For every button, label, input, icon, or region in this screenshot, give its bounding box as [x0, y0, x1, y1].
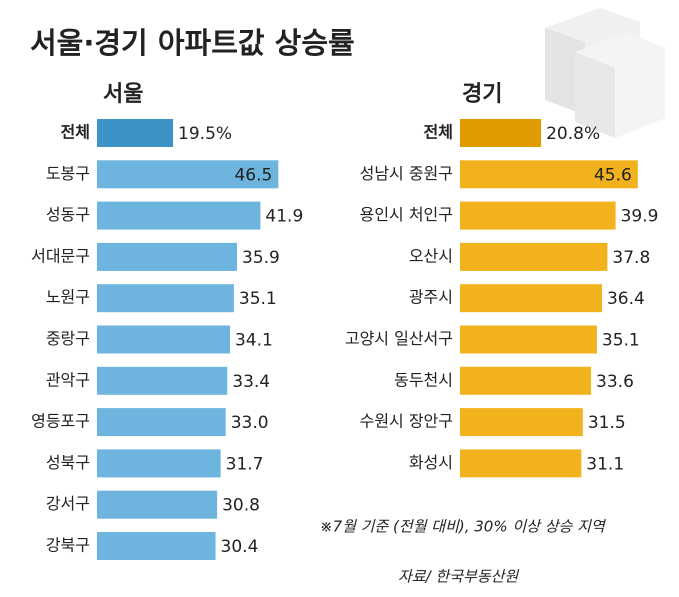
- bar: [97, 242, 238, 271]
- bar: [460, 449, 582, 478]
- value-label: 37.8: [612, 248, 650, 268]
- note: ※7월 기준 (전월 대비), 30% 이상 상승 지역: [320, 518, 607, 536]
- value-label: 30.4: [221, 537, 259, 557]
- category-label: 성북구: [46, 453, 90, 472]
- building-icon: [545, 8, 665, 138]
- value-label: 33.4: [232, 372, 270, 392]
- value-label: 20.8%: [546, 124, 600, 144]
- category-label: 서대문구: [31, 246, 90, 265]
- value-label: 30.8: [222, 496, 260, 516]
- bar: [97, 408, 226, 437]
- bar: [460, 366, 592, 395]
- bar: [97, 160, 279, 189]
- bar: [97, 325, 230, 354]
- value-label: 33.6: [596, 372, 634, 392]
- value-label: 46.5: [234, 165, 272, 185]
- value-label: 39.9: [621, 207, 659, 227]
- category-label: 광주시: [409, 288, 453, 307]
- bar: [460, 242, 608, 271]
- value-label: 35.1: [602, 331, 640, 351]
- category-label: 중랑구: [46, 329, 90, 348]
- bar: [97, 449, 221, 478]
- category-label: 고양시 일산서구: [345, 329, 453, 348]
- bar: [97, 119, 174, 147]
- category-label: 전체: [424, 123, 453, 142]
- category-label: 강서구: [46, 494, 90, 513]
- category-label: 강북구: [46, 536, 90, 555]
- bar: [460, 284, 602, 313]
- bar: [97, 201, 261, 230]
- value-label: 35.9: [242, 248, 280, 268]
- bar: [460, 201, 616, 230]
- value-label: 19.5%: [178, 124, 232, 144]
- category-label: 성남시 중원구: [360, 164, 453, 183]
- value-label: 34.1: [235, 331, 273, 351]
- value-label: 31.7: [226, 454, 264, 474]
- category-label: 노원구: [46, 288, 90, 307]
- series-title: 경기: [462, 82, 502, 107]
- value-label: 31.1: [586, 454, 624, 474]
- category-label: 화성시: [409, 453, 453, 472]
- bar: [97, 490, 218, 519]
- source: 자료/ 한국부동산원: [398, 568, 519, 586]
- value-label: 33.0: [231, 413, 269, 433]
- bar: [97, 532, 216, 560]
- category-label: 동두천시: [394, 370, 453, 389]
- bar: [460, 408, 583, 437]
- bar: [460, 119, 542, 147]
- bar: [97, 366, 228, 395]
- category-label: 영등포구: [31, 412, 90, 431]
- category-label: 관악구: [46, 370, 90, 389]
- category-label: 도봉구: [46, 164, 90, 183]
- value-label: 41.9: [265, 207, 303, 227]
- category-label: 성동구: [46, 205, 90, 224]
- series-title: 서울: [103, 82, 143, 107]
- value-label: 36.4: [607, 289, 645, 309]
- chart-title: 서울·경기 아파트값 상승률: [30, 26, 355, 60]
- category-label: 수원시 장안구: [360, 412, 453, 431]
- category-label: 전체: [61, 123, 90, 142]
- bar: [460, 160, 638, 189]
- value-label: 35.1: [239, 289, 277, 309]
- category-label: 오산시: [409, 246, 453, 265]
- bar: [460, 325, 597, 354]
- category-label: 용인시 처인구: [360, 205, 453, 224]
- value-label: 31.5: [588, 413, 626, 433]
- bar: [97, 284, 234, 313]
- value-label: 45.6: [594, 165, 632, 185]
